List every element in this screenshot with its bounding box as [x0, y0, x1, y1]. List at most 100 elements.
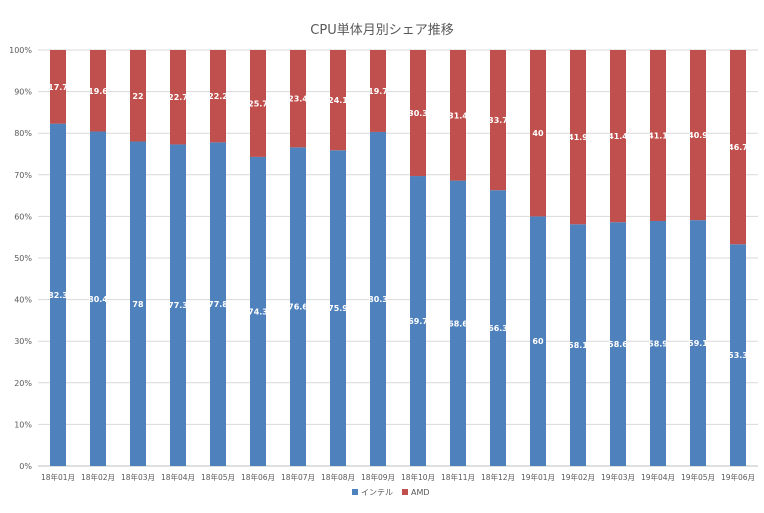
- x-tick-label: 18年12月: [481, 472, 515, 482]
- x-tick-label: 18年08月: [321, 472, 355, 482]
- data-label: 41.4: [608, 132, 628, 141]
- x-tick-label: 18年01月: [41, 472, 75, 482]
- data-label: 78: [132, 300, 144, 309]
- x-axis-ticks: 18年01月 18年02月 18年03月 18年04月 18年05月 18年06月 18年0…: [41, 472, 755, 482]
- data-label: 60: [532, 337, 544, 346]
- bar-amd: [450, 50, 466, 181]
- data-label: 66.3: [488, 324, 508, 333]
- x-tick-label: 18年11月: [441, 472, 475, 482]
- data-label: 22.7: [168, 93, 188, 102]
- data-label: 74.3: [248, 307, 268, 316]
- data-label: 77.8: [208, 300, 228, 309]
- y-tick-label: 0%: [19, 462, 32, 471]
- bar-intel: [290, 147, 306, 466]
- bar-amd: [730, 50, 746, 245]
- bar-intel: [330, 150, 346, 467]
- bar-intel: [90, 131, 106, 466]
- bar-amd: [410, 50, 426, 177]
- y-tick-label: 20%: [14, 379, 32, 388]
- data-label: 30.3: [408, 109, 428, 118]
- data-label: 31.4: [448, 111, 468, 120]
- y-axis-ticks: 0% 10% 20% 30% 40% 50% 60% 70% 80% 90% 100%: [9, 46, 32, 471]
- y-tick-label: 90%: [14, 88, 32, 97]
- bar-amd: [50, 50, 66, 124]
- bar-intel: [690, 220, 706, 466]
- bar-amd: [650, 50, 666, 221]
- bar-amd: [610, 50, 626, 223]
- bar-intel: [210, 142, 226, 467]
- bar-intel: [370, 131, 386, 466]
- bar-intel: [170, 144, 186, 466]
- x-tick-label: 18年07月: [281, 472, 315, 482]
- x-tick-label: 18年06月: [241, 472, 275, 482]
- x-tick-label: 19年06月: [721, 472, 755, 482]
- data-label: 25.7: [248, 99, 268, 108]
- data-label: 58.1: [568, 341, 588, 350]
- data-label: 40.9: [688, 131, 708, 140]
- bar-intel: [450, 180, 466, 466]
- legend-label: インテル: [361, 488, 393, 497]
- data-label: 41.9: [568, 133, 588, 142]
- legend-swatch-intel: [352, 489, 358, 495]
- data-label: 19.6: [88, 87, 108, 96]
- bar-intel: [130, 141, 146, 466]
- x-tick-label: 18年10月: [401, 472, 435, 482]
- bar-intel: [410, 176, 426, 466]
- x-tick-label: 19年03月: [601, 472, 635, 482]
- data-label: 40: [532, 129, 544, 138]
- data-label: 68.6: [448, 319, 468, 328]
- bar-amd: [570, 50, 586, 225]
- x-tick-label: 19年02月: [561, 472, 595, 482]
- bar-intel: [570, 224, 586, 466]
- legend-label: AMD: [411, 488, 430, 497]
- x-tick-label: 18年03月: [121, 472, 155, 482]
- bar-amd: [290, 50, 306, 148]
- bar-amd: [170, 50, 186, 145]
- bar-amd: [370, 50, 386, 132]
- data-label: 22: [132, 92, 143, 101]
- data-label: 58.6: [608, 340, 628, 349]
- data-label: 53.3: [728, 351, 748, 360]
- bar-amd: [250, 50, 266, 157]
- bar-amd: [690, 50, 706, 221]
- x-tick-label: 18年05月: [201, 472, 235, 482]
- x-tick-label: 19年04月: [641, 472, 675, 482]
- bar-intel: [530, 216, 546, 466]
- data-label: 46.7: [728, 143, 748, 152]
- bar-amd: [490, 50, 506, 191]
- bar-intel: [50, 123, 66, 466]
- bar-amd: [90, 50, 106, 132]
- y-tick-label: 10%: [14, 420, 32, 429]
- data-label: 69.7: [408, 317, 428, 326]
- bar-intel: [730, 244, 746, 466]
- bar-amd: [130, 50, 146, 142]
- x-tick-label: 19年01月: [521, 472, 555, 482]
- y-tick-label: 70%: [14, 171, 32, 180]
- data-label: 59.1: [688, 339, 708, 348]
- data-label: 80.4: [88, 295, 108, 304]
- x-tick-label: 18年09月: [361, 472, 395, 482]
- bar-intel: [650, 220, 666, 466]
- y-tick-label: 40%: [14, 296, 32, 305]
- bar-amd: [210, 50, 226, 143]
- legend-swatch-amd: [402, 489, 408, 495]
- bar-intel: [610, 222, 626, 466]
- y-tick-label: 60%: [14, 212, 32, 221]
- y-tick-label: 100%: [9, 46, 32, 55]
- bar-amd: [530, 50, 546, 217]
- data-label: 33.7: [488, 116, 508, 125]
- data-label: 19.7: [368, 87, 388, 96]
- legend: インテル AMD: [352, 488, 430, 497]
- data-label: 80.3: [368, 295, 388, 304]
- grid-lines: [38, 49, 758, 467]
- x-tick-label: 18年02月: [81, 472, 115, 482]
- data-label: 24.1: [328, 96, 348, 105]
- y-tick-label: 30%: [14, 337, 32, 346]
- bars: [50, 50, 746, 467]
- x-tick-label: 18年04月: [161, 472, 195, 482]
- data-label: 58.9: [648, 339, 668, 348]
- bar-intel: [250, 156, 266, 467]
- y-tick-label: 80%: [14, 129, 32, 138]
- x-tick-label: 19年05月: [681, 472, 715, 482]
